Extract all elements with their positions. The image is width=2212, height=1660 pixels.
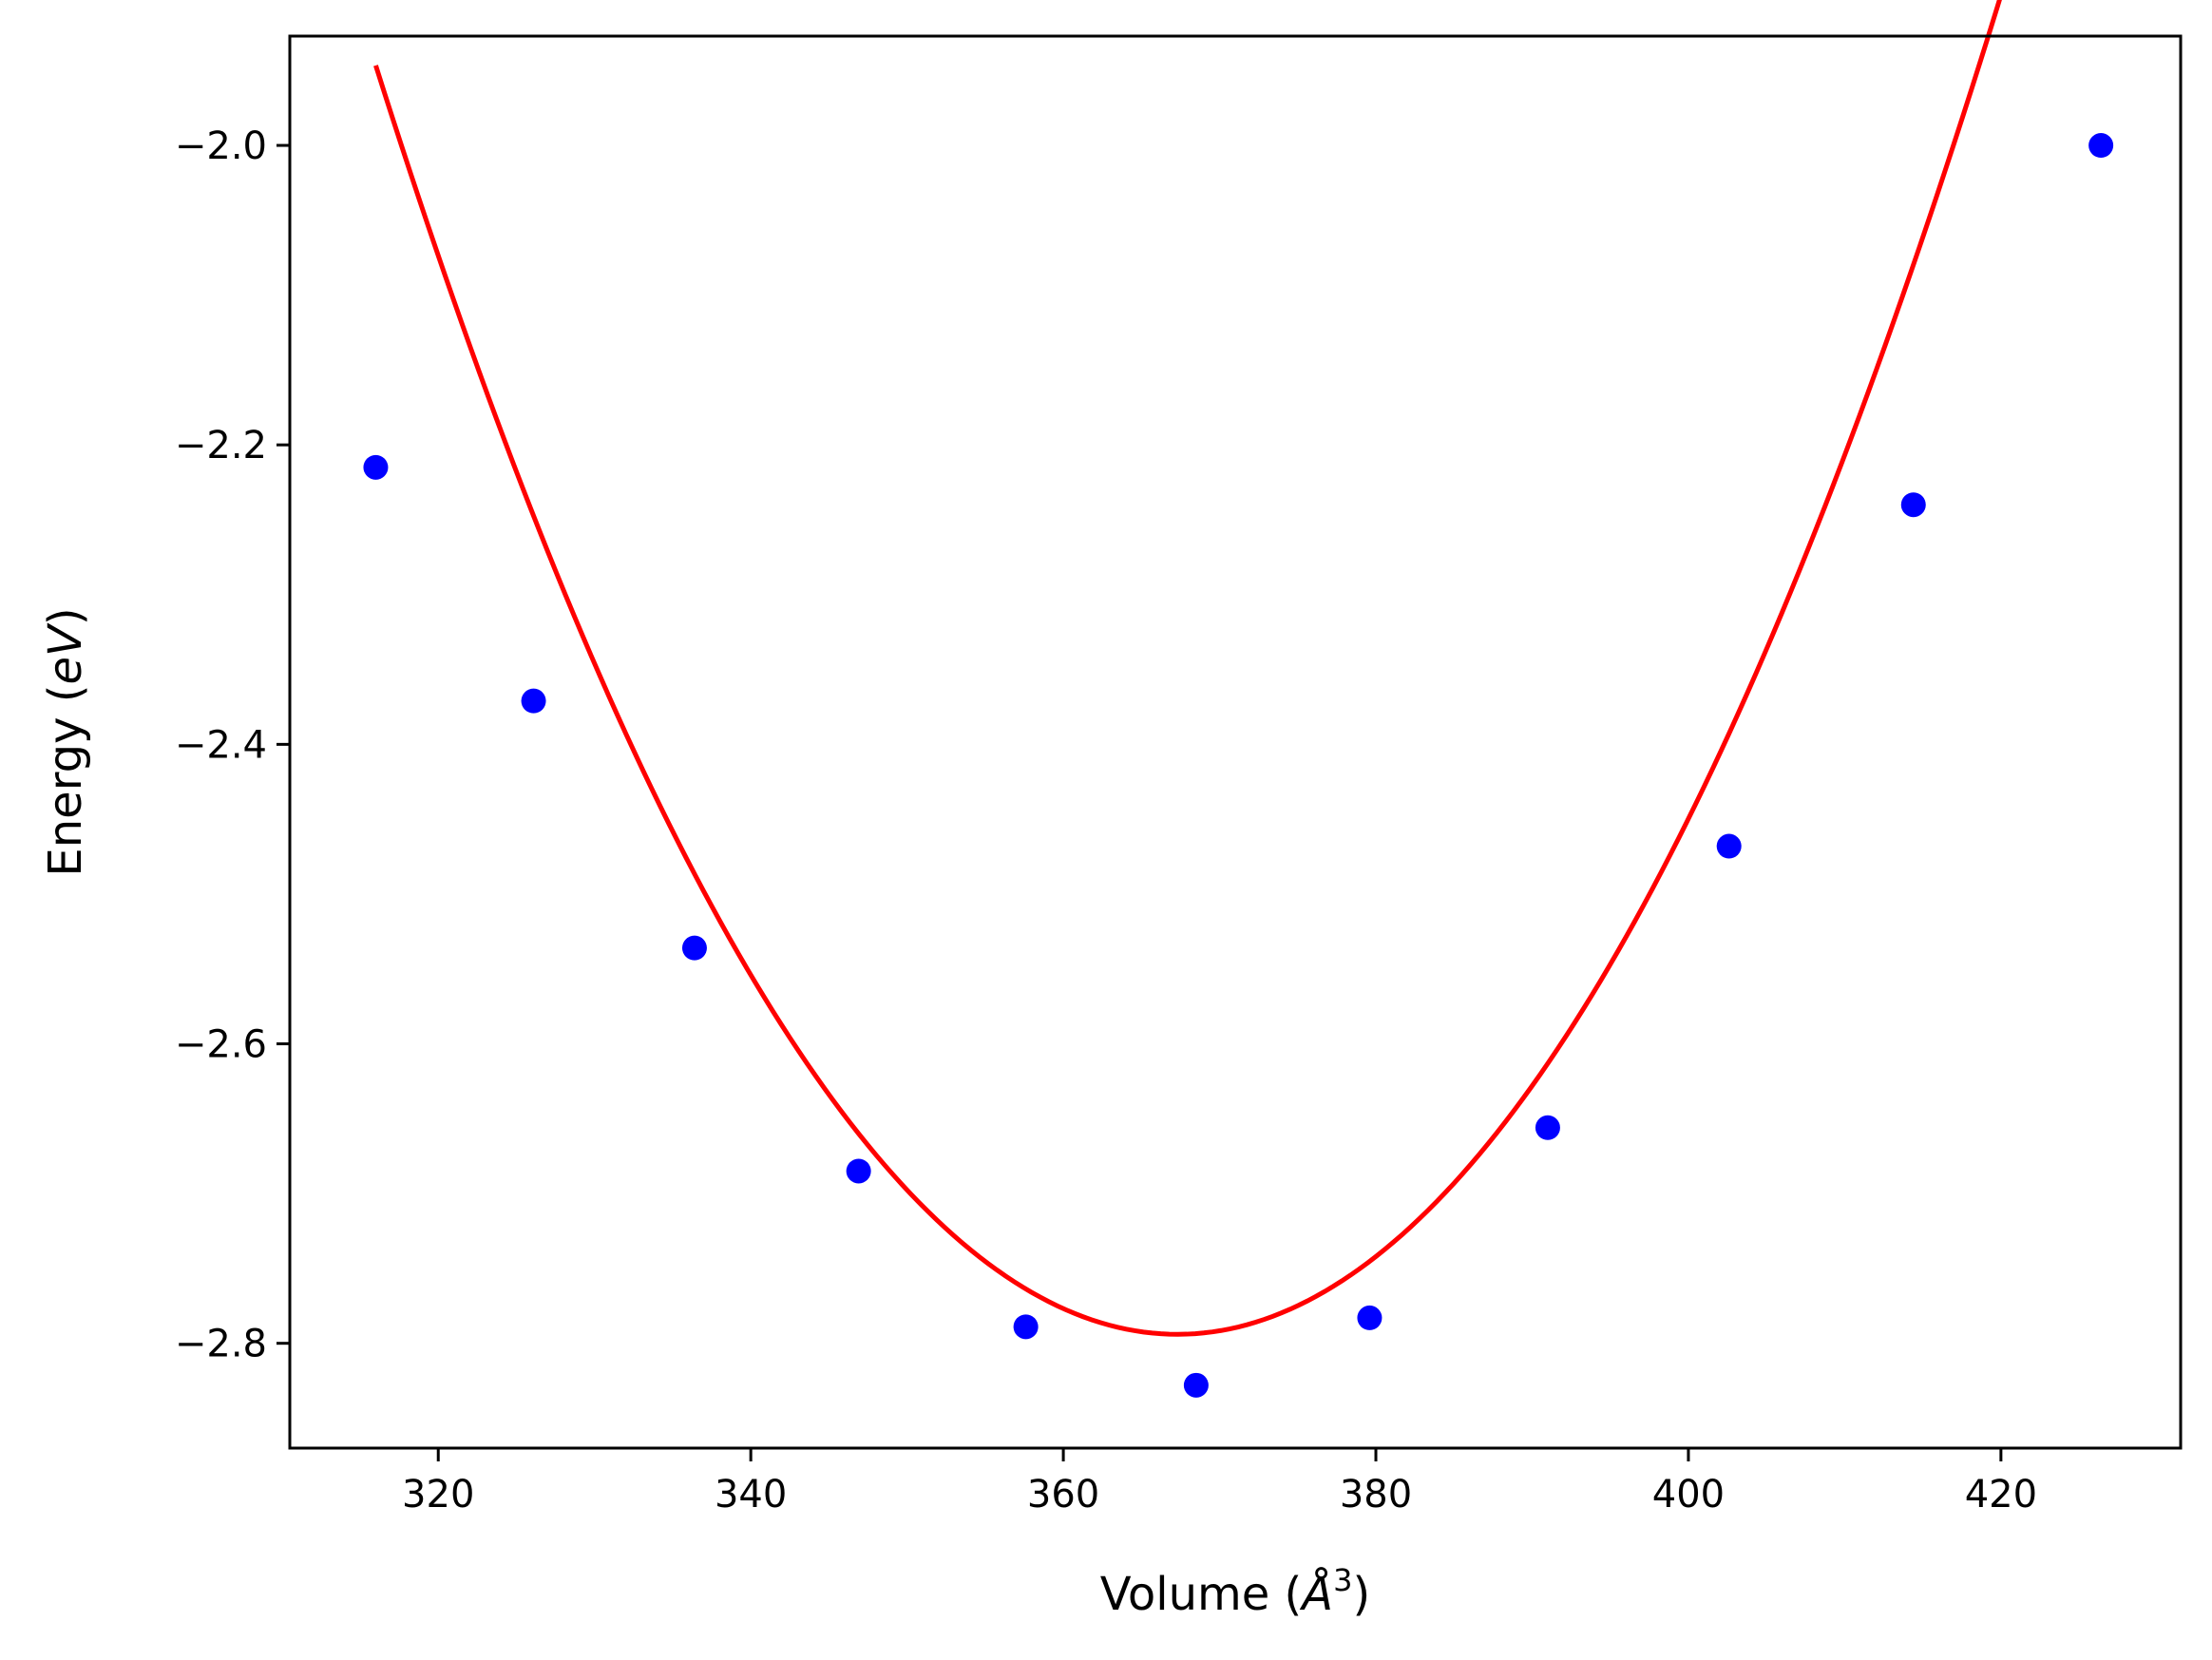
points-layer — [363, 133, 2114, 1398]
data-point — [1535, 1115, 1560, 1140]
x-tick-label: 320 — [402, 1473, 474, 1517]
y-tick-label: −2.2 — [175, 424, 267, 467]
x-tick-label: 400 — [1652, 1473, 1725, 1517]
data-point — [2088, 133, 2114, 159]
y-axis: −2.0 −2.2 −2.4 −2.6 −2.8 — [175, 124, 290, 1366]
y-axis-label: Energy (eV) — [39, 607, 92, 876]
fit-layer — [373, 0, 2002, 1337]
x-axis-label: Volume (Å3) — [1100, 1562, 1370, 1621]
data-point — [1357, 1305, 1382, 1330]
x-tick-label: 380 — [1340, 1473, 1412, 1517]
x-tick-label: 360 — [1027, 1473, 1099, 1517]
data-point — [363, 454, 389, 480]
x-axis: 320 340 360 380 400 420 — [402, 1448, 2037, 1517]
data-point — [846, 1158, 871, 1184]
data-point — [1183, 1372, 1209, 1398]
data-point — [1900, 492, 1926, 518]
x-tick-label: 420 — [1965, 1473, 2037, 1517]
data-point — [1716, 833, 1742, 859]
data-point — [1013, 1314, 1039, 1340]
data-point — [681, 935, 707, 961]
x-tick-label: 340 — [715, 1473, 787, 1517]
y-tick-label: −2.6 — [175, 1023, 267, 1067]
fit-curve — [373, 0, 2002, 1337]
y-tick-label: −2.4 — [175, 723, 267, 767]
plot-frame — [288, 34, 2183, 1450]
data-point — [521, 688, 546, 714]
y-tick-label: −2.0 — [175, 124, 267, 168]
y-tick-label: −2.8 — [175, 1323, 267, 1366]
